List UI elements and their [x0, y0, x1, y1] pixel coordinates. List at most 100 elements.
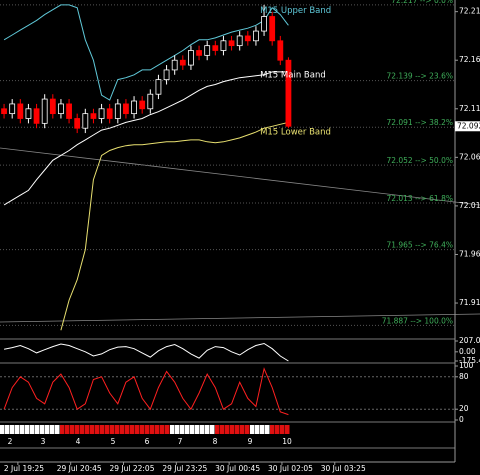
- block: [0, 425, 5, 434]
- candle-body: [139, 100, 146, 110]
- block: [30, 425, 35, 434]
- x-tick-label: 30 Jul 00:45: [215, 464, 260, 473]
- fib-label: 72.091 --> 38.2%: [386, 118, 453, 127]
- candle-body: [212, 45, 219, 51]
- x-tick-label: 2 Jul 19:25: [4, 464, 44, 473]
- candle-body: [228, 40, 235, 47]
- block: [170, 425, 175, 434]
- fib-label: 72.052 --> 50.0%: [386, 156, 453, 165]
- block: [225, 425, 230, 434]
- band-label: M15 Lower Band: [260, 128, 331, 138]
- fib-label: 72.217 --> 0.0%: [391, 0, 453, 5]
- candle-body: [261, 16, 267, 32]
- y-tick-label: 0: [459, 415, 464, 424]
- candle-body: [269, 16, 276, 42]
- candle-body: [277, 40, 284, 61]
- candle-body: [9, 103, 16, 115]
- band-label: M15 Upper Band: [260, 6, 331, 16]
- block: [230, 425, 235, 434]
- candle-body: [220, 40, 227, 51]
- candle-body: [114, 103, 121, 119]
- x-tick-label: 29 Jul 23:25: [162, 464, 207, 473]
- block: [85, 425, 90, 434]
- block: [260, 425, 265, 434]
- candle-body: [204, 45, 211, 56]
- panel-label: 2: [8, 437, 13, 446]
- block: [140, 425, 145, 434]
- block: [110, 425, 115, 434]
- y-tick-label: 72.110: [459, 104, 480, 113]
- block: [75, 425, 80, 434]
- candle-body: [66, 103, 72, 119]
- block: [135, 425, 140, 434]
- panel-label: 9: [248, 437, 253, 446]
- block: [205, 425, 210, 434]
- x-tick-label: 30 Jul 02:05: [268, 464, 313, 473]
- block: [145, 425, 150, 434]
- candle-body: [49, 98, 56, 115]
- candle-body: [253, 30, 259, 42]
- block: [165, 425, 170, 434]
- candle-body: [147, 93, 154, 110]
- block: [280, 425, 285, 434]
- y-tick-label: 80: [459, 372, 469, 381]
- candle-body: [1, 108, 7, 115]
- y-tick-label: 100: [459, 361, 474, 370]
- block: [270, 425, 275, 434]
- block: [175, 425, 180, 434]
- block: [65, 425, 70, 434]
- block: [70, 425, 75, 434]
- block: [130, 425, 135, 434]
- block: [55, 425, 60, 434]
- block: [120, 425, 125, 434]
- current-price: 72.092: [457, 121, 480, 130]
- band-label: M15 Main Band: [260, 70, 326, 80]
- block: [240, 425, 245, 434]
- panel-label: 4: [76, 437, 81, 446]
- block: [200, 425, 205, 434]
- y-tick-label: 0.00: [459, 347, 476, 356]
- y-tick-label: 20: [459, 404, 469, 413]
- block: [255, 425, 260, 434]
- panel-label: 3: [41, 437, 46, 446]
- indicator-line: [3, 367, 289, 416]
- candle-body: [90, 113, 97, 119]
- block: [220, 425, 225, 434]
- block: [125, 425, 130, 434]
- candle-body: [58, 103, 64, 115]
- block: [105, 425, 110, 434]
- block: [90, 425, 95, 434]
- block: [5, 425, 10, 434]
- y-tick-label: 72.160: [459, 55, 480, 64]
- candle-body: [123, 103, 129, 115]
- y-tick-label: 72.060: [459, 152, 480, 161]
- candle-body: [106, 108, 113, 119]
- y-tick-label: 207.01: [459, 336, 480, 345]
- trend-line: [0, 147, 480, 206]
- block: [100, 425, 105, 434]
- y-tick-label: 72.010: [459, 201, 480, 210]
- block: [265, 425, 270, 434]
- candle-body: [236, 35, 243, 47]
- candle-body: [25, 108, 32, 119]
- block: [80, 425, 85, 434]
- block: [190, 425, 195, 434]
- band-line: [3, 4, 289, 101]
- block: [160, 425, 165, 434]
- block: [35, 425, 40, 434]
- indicator-line: [4, 342, 289, 362]
- block: [10, 425, 15, 434]
- block: [95, 425, 100, 434]
- y-tick-label: 71.910: [459, 298, 480, 307]
- x-tick-label: 30 Jul 03:25: [321, 464, 366, 473]
- block: [150, 425, 155, 434]
- candle-body: [285, 59, 292, 127]
- block: [250, 425, 255, 434]
- panel-label: 6: [145, 437, 150, 446]
- x-tick-label: 29 Jul 22:05: [110, 464, 155, 473]
- block: [195, 425, 200, 434]
- block: [45, 425, 50, 434]
- block: [155, 425, 160, 434]
